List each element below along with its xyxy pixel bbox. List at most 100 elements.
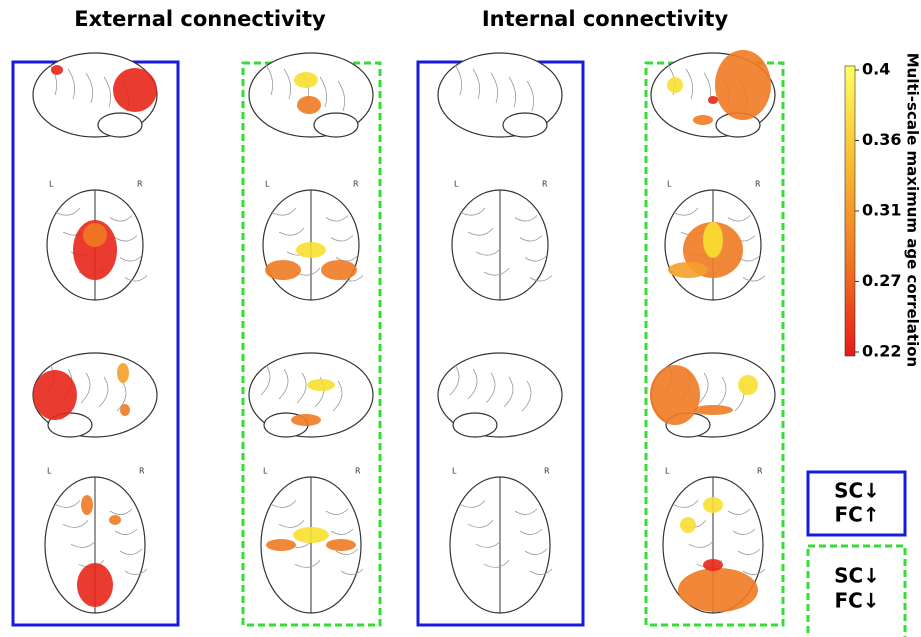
brain-sulcus: [278, 519, 354, 535]
orientation-label: L: [452, 467, 457, 476]
colorbar-label: Multi-scale maximum age correlation: [904, 53, 921, 367]
activation: [293, 527, 329, 543]
orientation-label: L: [49, 180, 54, 189]
legend-text: FC↓: [834, 589, 879, 613]
activation: [109, 515, 121, 525]
brain-sulcus: [503, 376, 514, 408]
colorbar: [844, 65, 856, 357]
activation: [693, 115, 713, 125]
colorbar-tick-label: 0.27: [862, 271, 901, 290]
brain-sulcus: [467, 368, 478, 400]
activation: [703, 497, 723, 513]
brain-sulcus: [467, 519, 543, 535]
brain-sulcus: [685, 68, 694, 100]
colorbar-tick-label: 0.31: [862, 201, 901, 220]
brain-sulcus: [672, 499, 751, 515]
brain-lobe: [502, 112, 548, 138]
brain-sulcus: [485, 372, 496, 404]
colorbar-tick-label: 0.36: [862, 130, 901, 149]
brain-sulcus: [98, 376, 109, 408]
activation: [81, 495, 93, 515]
activation: [678, 568, 758, 612]
legend-text: SC↓: [834, 479, 880, 503]
brain-sulcus: [49, 64, 58, 96]
brain-lobe: [452, 412, 498, 438]
brain-sulcus: [296, 372, 307, 404]
brain-sulcus: [526, 80, 535, 112]
orientation-label: L: [47, 467, 52, 476]
activation: [708, 96, 718, 104]
activation: [266, 539, 296, 551]
activation: [265, 260, 301, 280]
brain-sulcus: [332, 380, 343, 412]
brain-sulcus: [449, 364, 460, 396]
orientation-label: R: [544, 467, 550, 476]
brain-sulcus: [459, 207, 538, 222]
orientation-label: L: [667, 180, 672, 189]
activation: [33, 370, 77, 420]
activation: [297, 96, 321, 114]
legend-text: FC↑: [834, 503, 879, 527]
brain-sulcus: [475, 247, 548, 262]
activation: [120, 404, 130, 416]
brain-sulcus: [319, 76, 328, 108]
brain-sulcus: [672, 207, 751, 222]
brain-sulcus: [70, 539, 143, 555]
brain-sulcus: [270, 207, 349, 222]
orientation-label: R: [757, 467, 763, 476]
brain-sulcus: [265, 64, 274, 96]
header: External connectivity: [74, 7, 326, 31]
brain-sulcus: [337, 80, 346, 112]
activation: [83, 223, 107, 247]
orientation-label: L: [454, 180, 459, 189]
brain-sulcus: [459, 499, 538, 515]
orientation-label: R: [353, 180, 359, 189]
activation: [296, 242, 326, 258]
legend-box: [806, 470, 907, 537]
brain-sulcus: [454, 64, 463, 96]
header: Internal connectivity: [482, 7, 729, 31]
brain-sulcus: [67, 68, 76, 100]
brain-sulcus: [116, 380, 127, 412]
brain-sulcus: [521, 380, 532, 412]
activation: [668, 262, 708, 278]
brain-sulcus: [688, 539, 761, 555]
orientation-label: R: [139, 467, 145, 476]
activation: [113, 68, 157, 112]
brain-sulcus: [85, 72, 94, 104]
orientation-label: R: [137, 180, 143, 189]
brain-sulcus: [283, 68, 292, 100]
activation: [680, 517, 696, 533]
brain-sulcus: [472, 68, 481, 100]
colorbar-tick-label: 0.4: [862, 60, 890, 79]
brain-sulcus: [260, 364, 271, 396]
activation: [291, 414, 321, 426]
activation: [715, 50, 771, 120]
brain-sulcus: [103, 76, 112, 108]
brain-sulcus: [62, 519, 138, 535]
brain-sulcus: [483, 559, 553, 575]
colorbar-tick-label: 0.22: [862, 342, 901, 361]
brain-sulcus: [278, 227, 354, 242]
activation: [51, 65, 63, 75]
orientation-label: R: [755, 180, 761, 189]
orientation-label: L: [263, 467, 268, 476]
activation: [703, 222, 723, 258]
brain-sulcus: [270, 499, 349, 515]
brain-sulcus: [467, 227, 543, 242]
activation: [693, 405, 733, 415]
brain-sulcus: [490, 72, 499, 104]
orientation-label: R: [355, 467, 361, 476]
activation: [667, 77, 683, 93]
orientation-label: L: [665, 467, 670, 476]
brain-sulcus: [483, 267, 553, 282]
brain-sulcus: [80, 372, 91, 404]
brain-sulcus: [278, 368, 289, 400]
activation: [703, 559, 723, 571]
activation: [117, 363, 129, 383]
brain-sulcus: [54, 499, 133, 515]
legend-box: [806, 544, 907, 637]
brain-sulcus: [54, 207, 133, 222]
